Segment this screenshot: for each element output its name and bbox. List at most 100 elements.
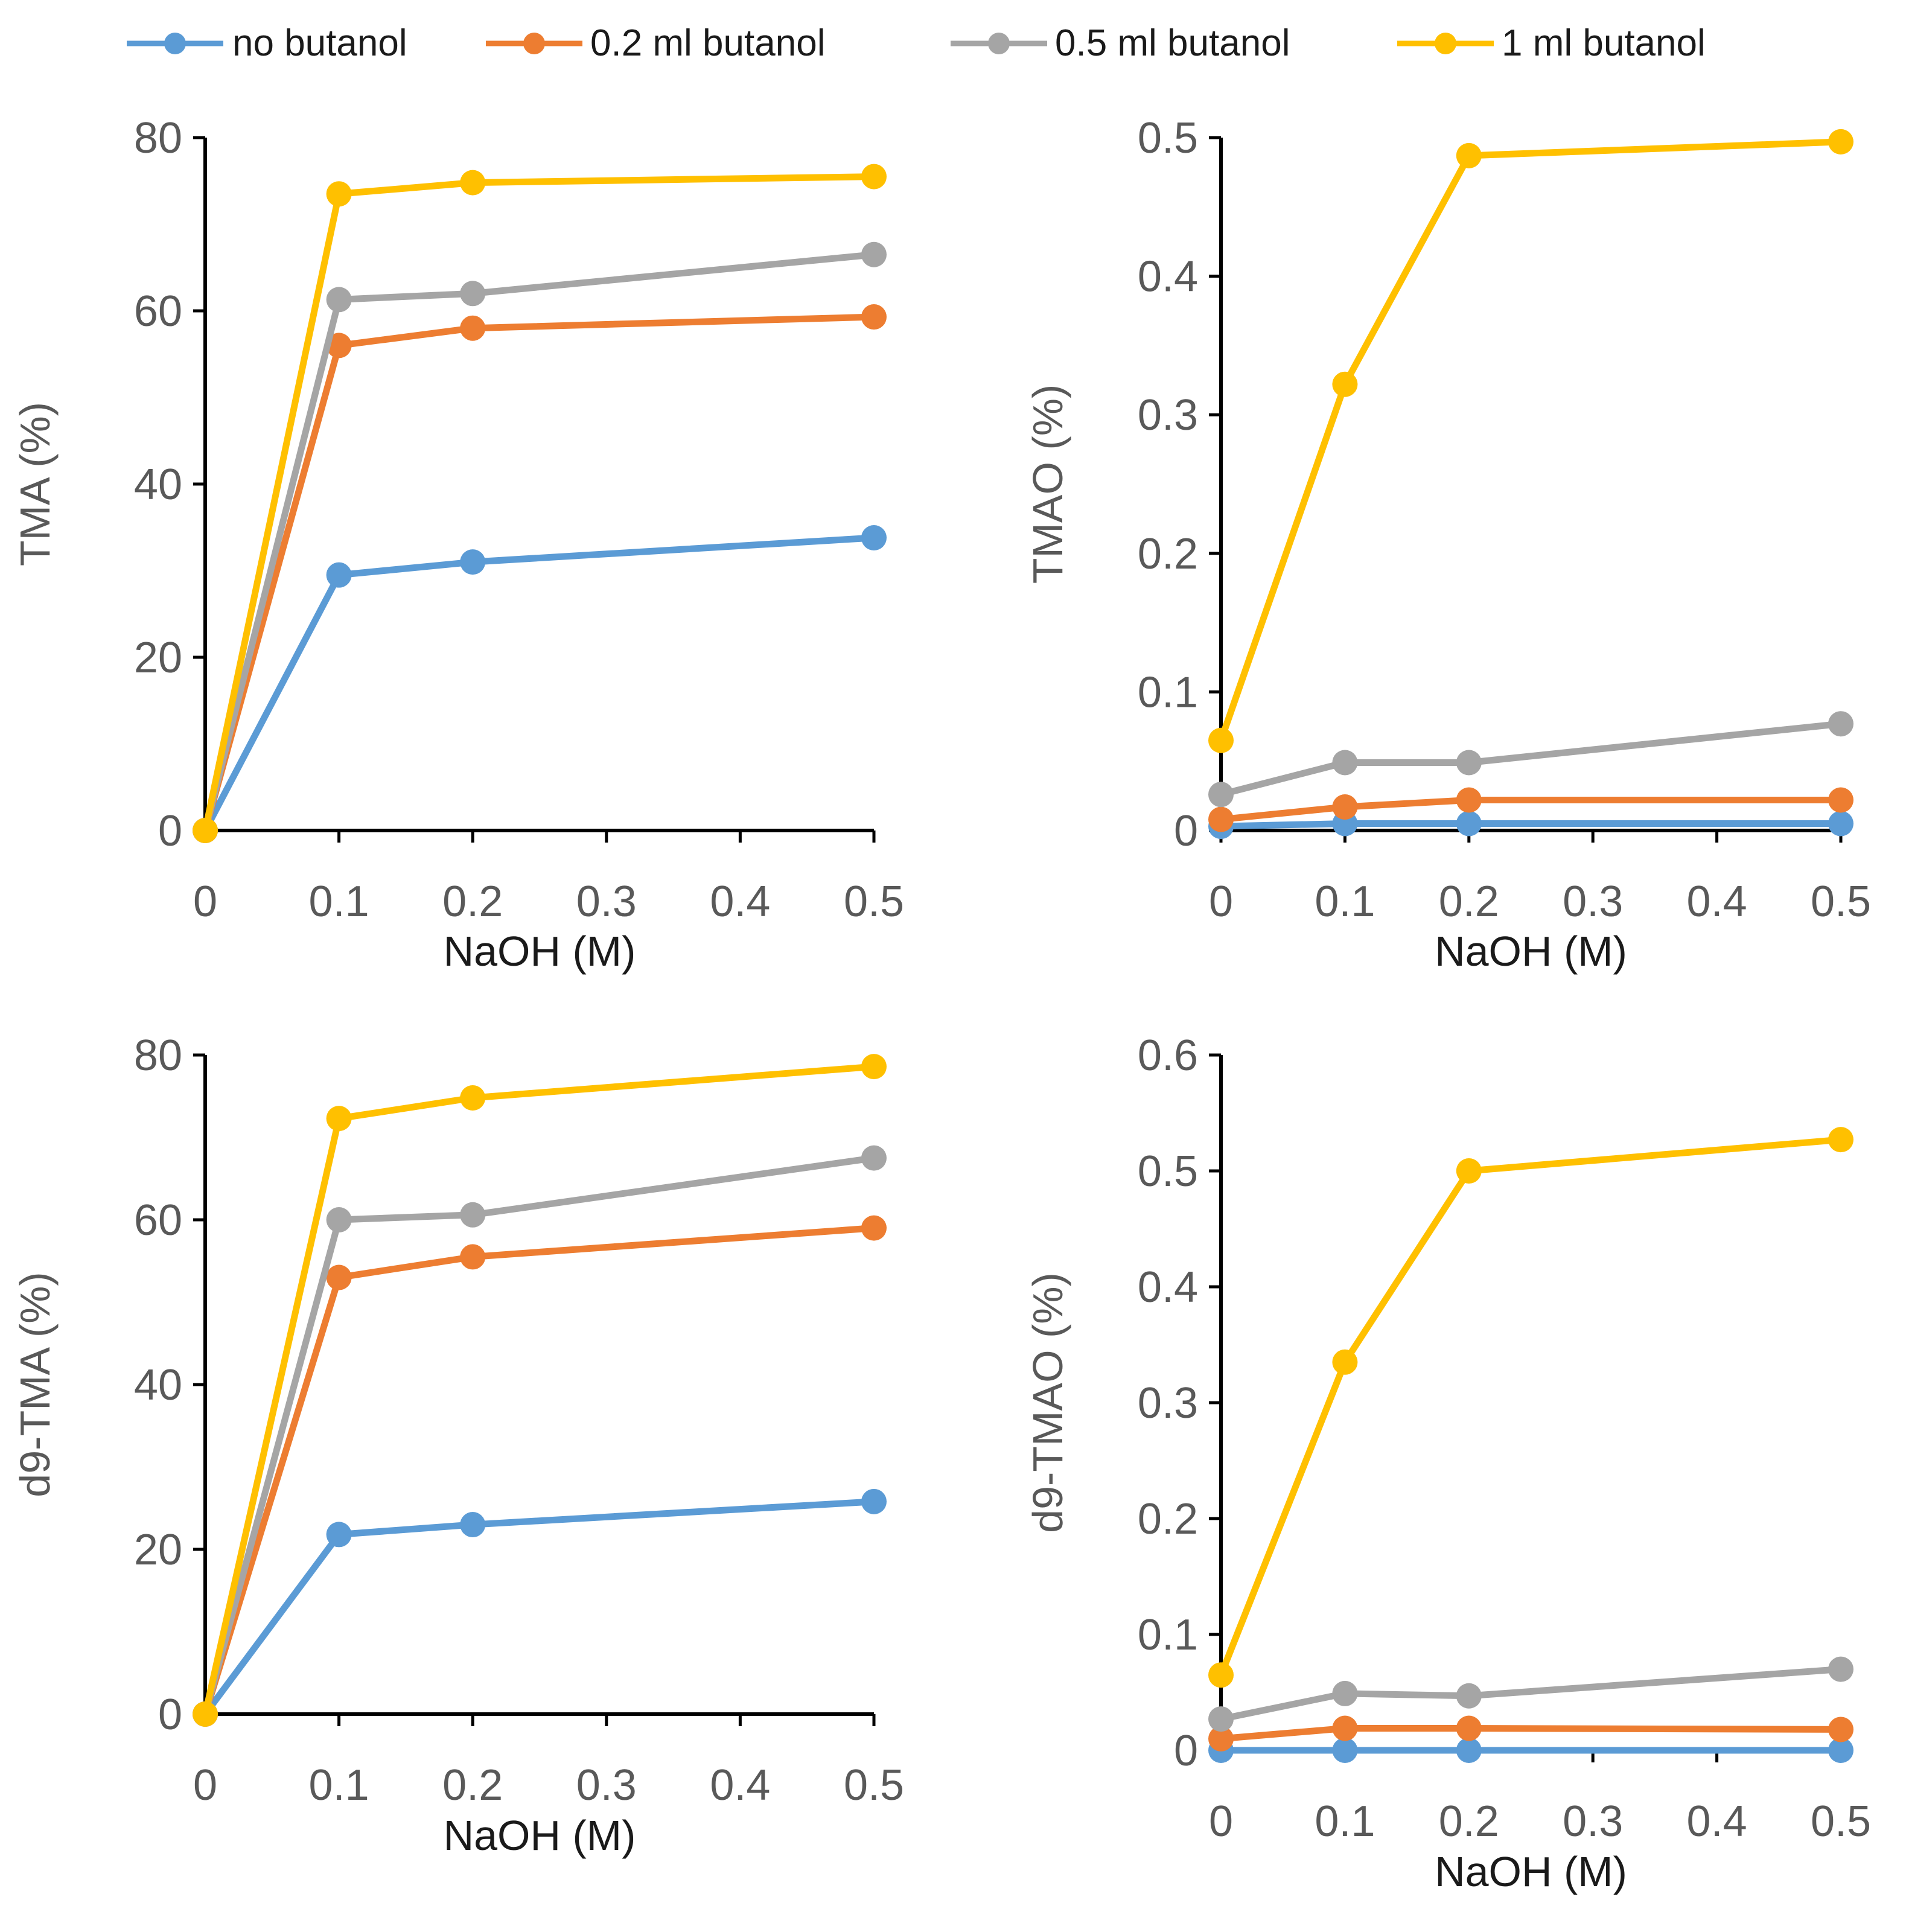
y-tick-label: 60: [134, 1196, 182, 1245]
data-point-0-5-ml-butanol: [1208, 1706, 1234, 1732]
data-point-1-ml-butanol: [1828, 129, 1853, 155]
series-line-1-ml-butanol: [1217, 138, 1844, 744]
x-tick-label: 0.2: [442, 1761, 503, 1809]
legend-item-0-2-ml-butanol: 0.2 ml butanol: [486, 22, 825, 64]
data-point-0-5-ml-butanol: [861, 241, 887, 267]
data-point-no-butanol: [460, 1512, 486, 1538]
series-line-0-2-ml-butanol: [202, 313, 878, 834]
data-point-0-2-ml-butanol: [1828, 1717, 1853, 1742]
data-point-0-5-ml-butanol: [1828, 1656, 1853, 1682]
x-tick-label: 0: [193, 878, 217, 926]
data-point-0-2-ml-butanol: [1208, 806, 1234, 832]
data-point-1-ml-butanol: [460, 1085, 486, 1111]
legend-label: 0.5 ml butanol: [1055, 22, 1290, 64]
data-point-no-butanol: [1456, 811, 1482, 837]
data-point-1-ml-butanol: [1208, 727, 1234, 753]
data-point-1-ml-butanol: [326, 181, 352, 207]
data-point-1-ml-butanol: [1828, 1127, 1853, 1153]
data-point-1-ml-butanol: [193, 1701, 218, 1727]
x-axis-title: NaOH (M): [1435, 1848, 1627, 1895]
data-point-no-butanol: [1828, 1738, 1853, 1763]
data-point-0-2-ml-butanol: [1332, 1715, 1358, 1741]
data-point-0-2-ml-butanol: [326, 1264, 352, 1290]
x-tick-label: 0.4: [710, 1761, 770, 1809]
series-line-0-2-ml-butanol: [1217, 796, 1844, 823]
data-point-0-2-ml-butanol: [326, 333, 352, 359]
x-axis-title: NaOH (M): [444, 1812, 636, 1859]
x-tick-label: 0.1: [309, 1761, 369, 1809]
data-point-1-ml-butanol: [1208, 1662, 1234, 1688]
y-tick-label: 0: [1174, 807, 1198, 855]
data-point-no-butanol: [1828, 811, 1853, 837]
series-line-no-butanol: [202, 534, 878, 834]
data-point-0-5-ml-butanol: [460, 1202, 486, 1228]
series-line-0-5-ml-butanol: [1217, 720, 1844, 798]
series-line-0-5-ml-butanol: [202, 1155, 878, 1718]
y-tick-label: 0.3: [1138, 391, 1198, 439]
series-line-no-butanol: [1217, 820, 1844, 830]
data-point-no-butanol: [861, 1488, 887, 1514]
x-tick-label: 0.3: [1563, 1797, 1623, 1846]
y-tick-label: 0.5: [1138, 1147, 1198, 1196]
data-point-no-butanol: [861, 524, 887, 550]
data-point-1-ml-butanol: [193, 818, 218, 843]
data-point-1-ml-butanol: [460, 170, 486, 196]
y-tick-label: 20: [134, 1526, 182, 1574]
x-tick-label: 0.4: [1687, 1797, 1747, 1846]
d9-tmao-chart-panel: 0 0.1 0.2 0.3 0.4 0.5 0.6 0 0.1 0.2 0.3 0.4 0.5 NaOH …: [1024, 1031, 1871, 1895]
y-tick-label: 0: [1174, 1727, 1198, 1775]
tmao-chart-panel: 0 0.1 0.2 0.3 0.4 0.5 0 0.1 0.2 0.3 0.4 0.5 NaOH (M)…: [1024, 114, 1871, 975]
y-tick-label: 80: [134, 114, 182, 162]
y-tick-label: 0.3: [1138, 1379, 1198, 1427]
data-point-0-2-ml-butanol: [1456, 787, 1482, 813]
legend-item-1-ml-butanol: 1 ml butanol: [1397, 22, 1706, 64]
x-tick-label: 0.2: [442, 878, 503, 926]
series-line-1-ml-butanol: [202, 173, 878, 834]
y-axis-title: TMA (%): [11, 402, 59, 566]
series-line-0-2-ml-butanol: [202, 1225, 878, 1718]
legend-swatch-marker: [523, 33, 545, 54]
data-point-0-5-ml-butanol: [1332, 1680, 1358, 1706]
x-tick-label: 0.5: [844, 1761, 904, 1809]
x-tick-label: 0: [1209, 878, 1233, 926]
y-axis-title: d9-TMAO (%): [1024, 1272, 1071, 1533]
x-tick-label: 0.3: [576, 1761, 637, 1809]
y-tick-label: 40: [134, 461, 182, 509]
x-tick-label: 0.1: [1315, 878, 1375, 926]
x-tick-label: 0.4: [710, 878, 770, 926]
series-line-no-butanol: [202, 1498, 878, 1718]
data-point-1-ml-butanol: [861, 164, 887, 190]
legend-label: 0.2 ml butanol: [590, 22, 825, 64]
legend-label: 1 ml butanol: [1502, 22, 1706, 64]
data-point-0-5-ml-butanol: [1828, 711, 1853, 737]
y-tick-label: 0.1: [1138, 1611, 1198, 1659]
y-tick-label: 80: [134, 1031, 182, 1080]
legend-swatch-marker: [988, 33, 1010, 54]
legend-swatch-marker: [164, 33, 186, 54]
data-point-1-ml-butanol: [1332, 1349, 1358, 1375]
legend-swatch-marker: [1435, 33, 1456, 54]
data-point-no-butanol: [1332, 1738, 1358, 1763]
data-point-0-5-ml-butanol: [861, 1145, 887, 1171]
legend-label: no butanol: [232, 22, 407, 64]
data-point-0-5-ml-butanol: [326, 287, 352, 313]
data-point-0-2-ml-butanol: [460, 1244, 486, 1270]
data-point-1-ml-butanol: [1332, 371, 1358, 397]
data-point-0-5-ml-butanol: [1332, 750, 1358, 776]
x-tick-label: 0.1: [1315, 1797, 1375, 1846]
data-point-0-5-ml-butanol: [460, 281, 486, 307]
legend: no butanol 0.2 ml butanol 0.5 ml butanol…: [127, 22, 1706, 64]
data-point-0-2-ml-butanol: [1456, 1715, 1482, 1741]
y-tick-label: 0.5: [1138, 114, 1198, 162]
y-tick-label: 0: [158, 1691, 182, 1739]
data-point-0-5-ml-butanol: [326, 1207, 352, 1232]
data-point-no-butanol: [326, 562, 352, 588]
data-point-1-ml-butanol: [1456, 1158, 1482, 1184]
data-point-1-ml-butanol: [1456, 142, 1482, 168]
data-point-0-5-ml-butanol: [1456, 750, 1482, 776]
y-tick-label: 0.4: [1138, 253, 1198, 301]
data-point-0-2-ml-butanol: [460, 315, 486, 341]
data-point-no-butanol: [326, 1522, 352, 1548]
series-line-1-ml-butanol: [202, 1063, 878, 1718]
